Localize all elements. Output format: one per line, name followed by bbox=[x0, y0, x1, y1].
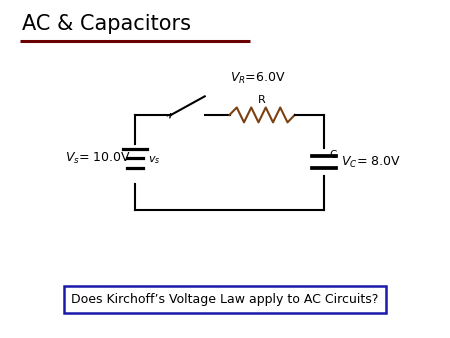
Text: $V_C$= 8.0V: $V_C$= 8.0V bbox=[341, 155, 401, 170]
Text: $V_s$= 10.0V: $V_s$= 10.0V bbox=[65, 151, 131, 166]
Text: $V_R$=6.0V: $V_R$=6.0V bbox=[230, 71, 285, 86]
Text: $v_s$: $v_s$ bbox=[148, 155, 160, 166]
Text: AC & Capacitors: AC & Capacitors bbox=[22, 14, 192, 33]
Text: C: C bbox=[329, 150, 337, 161]
Text: R: R bbox=[258, 95, 266, 105]
Text: Does Kirchoff’s Voltage Law apply to AC Circuits?: Does Kirchoff’s Voltage Law apply to AC … bbox=[71, 293, 379, 306]
